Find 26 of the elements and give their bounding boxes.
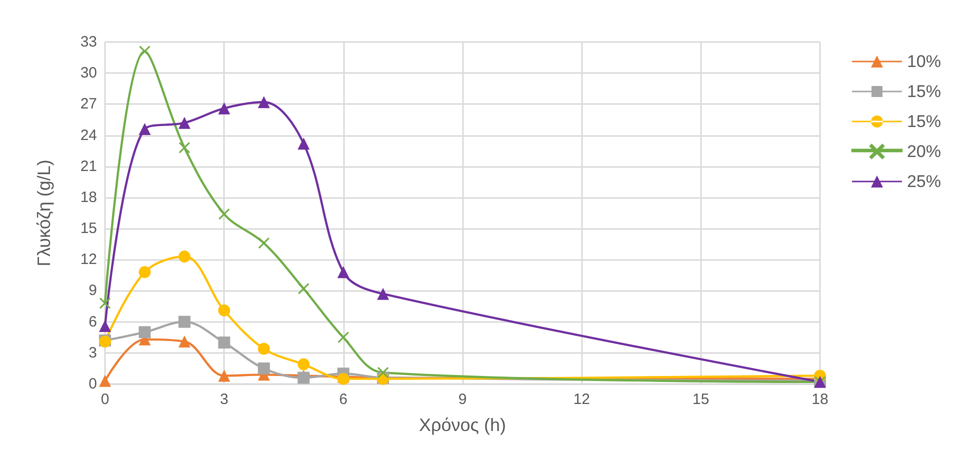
x-tick-label: 6 bbox=[339, 391, 348, 408]
legend-label: 15% bbox=[906, 82, 942, 101]
x-axis-title: Χρόνος (h) bbox=[419, 415, 506, 435]
legend-label: 20% bbox=[906, 142, 942, 161]
y-tick-label: 27 bbox=[80, 96, 97, 113]
legend-label: 15% bbox=[906, 112, 942, 131]
y-tick-label: 6 bbox=[88, 313, 97, 330]
y-axis-title: Γλυκόζη (g/L) bbox=[34, 160, 54, 266]
y-tick-label: 21 bbox=[80, 158, 97, 175]
y-tick-label: 9 bbox=[88, 282, 97, 300]
x-tick-label: 12 bbox=[573, 391, 590, 408]
legend-label: 10% bbox=[906, 52, 942, 71]
x-tick-label: 9 bbox=[458, 391, 467, 408]
x-tick-label: 18 bbox=[812, 391, 828, 408]
y-tick-label: 18 bbox=[80, 188, 97, 206]
x-tick-label: 15 bbox=[692, 391, 710, 408]
x-tick-label: 3 bbox=[220, 391, 228, 408]
y-tick-label: 12 bbox=[80, 251, 97, 268]
legend-label: 25% bbox=[906, 172, 942, 191]
y-tick-label: 24 bbox=[80, 126, 97, 144]
y-tick-label: 30 bbox=[80, 64, 97, 82]
y-tick-label: 33 bbox=[80, 34, 97, 50]
x-tick-label: 0 bbox=[100, 391, 110, 408]
y-tick-label: 3 bbox=[88, 344, 97, 362]
y-tick-label: 0 bbox=[88, 376, 97, 392]
y-tick-label: 15 bbox=[80, 220, 97, 238]
